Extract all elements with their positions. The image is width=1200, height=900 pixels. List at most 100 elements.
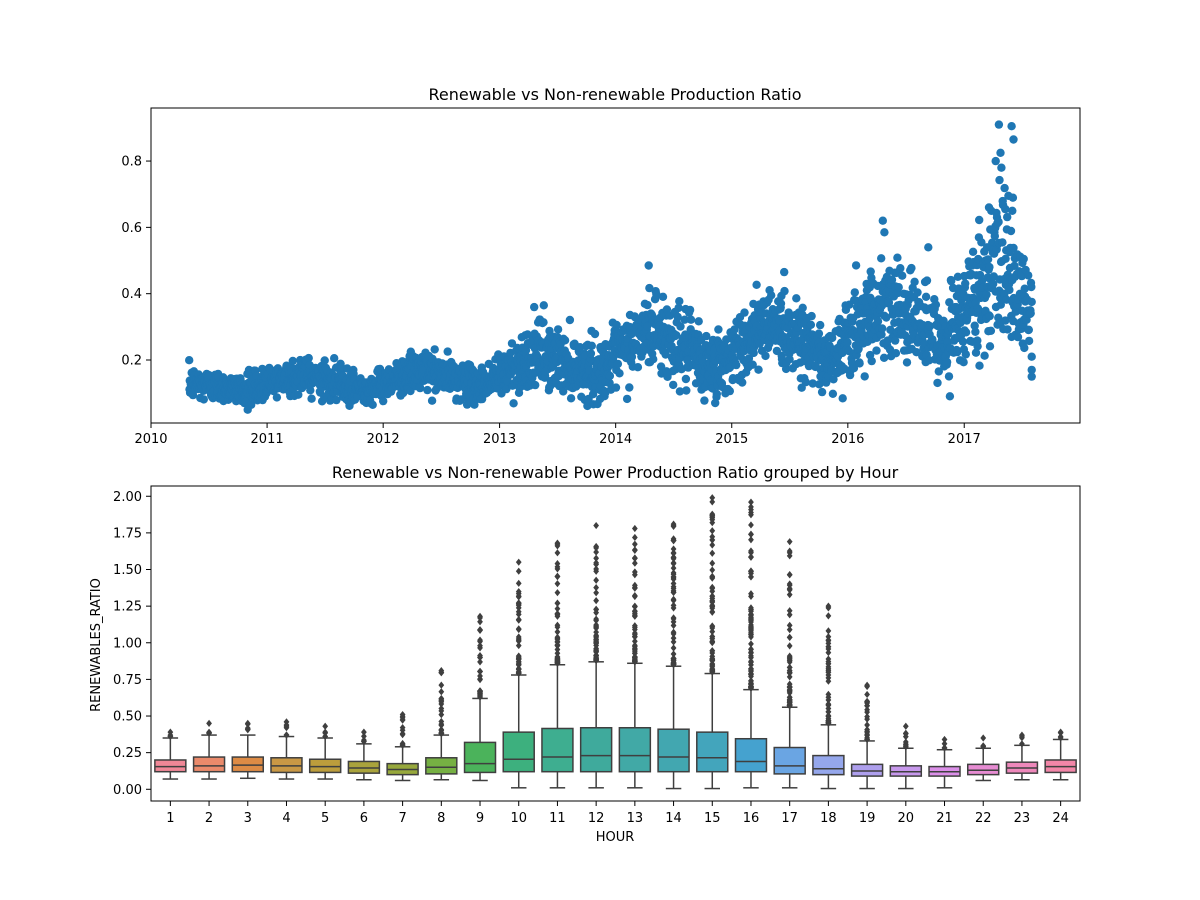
box-outlier: [670, 638, 677, 646]
scatter-point: [761, 351, 770, 361]
scatter-point: [808, 379, 817, 388]
box-hour-13: [618, 524, 652, 789]
box-outlier: [322, 728, 329, 736]
box-outlier: [825, 639, 832, 647]
box-outlier: [825, 700, 832, 708]
box-outlier: [477, 658, 483, 666]
scatter-point: [780, 286, 789, 296]
box-outlier: [709, 527, 716, 535]
scatter-point: [625, 383, 634, 392]
box-outlier: [631, 540, 638, 548]
scatter-point: [644, 261, 653, 270]
scatter-point: [622, 394, 632, 404]
scatter-point: [575, 343, 585, 352]
x-tick-label: 21: [936, 811, 953, 826]
scatter-chart-title: Renewable vs Non-renewable Production Ra…: [429, 85, 802, 104]
box-outlier: [631, 592, 638, 600]
box-outlier: [631, 546, 638, 554]
box-outlier: [477, 618, 483, 626]
x-tick-label: 18: [820, 811, 837, 826]
scatter-point: [877, 254, 886, 263]
scatter-point: [406, 386, 415, 396]
x-tick-label: 17: [781, 811, 798, 826]
box-outlier: [283, 731, 290, 739]
scatter-point: [855, 359, 864, 368]
box-hour-7: [386, 710, 419, 782]
scatter-point: [674, 303, 683, 313]
box-outlier: [554, 549, 561, 557]
scatter-point: [676, 322, 685, 331]
box-outlier: [864, 698, 870, 706]
scatter-point: [997, 163, 1006, 172]
scatter-point: [539, 318, 548, 327]
scatter-point: [872, 346, 881, 355]
box-outlier: [786, 607, 793, 615]
box-outlier: [786, 633, 793, 641]
box-outlier: [670, 615, 677, 623]
scatter-point: [732, 360, 741, 370]
scatter-point: [994, 120, 1004, 129]
box-outlier: [361, 732, 367, 740]
box-body: [541, 727, 574, 773]
scatter-point: [860, 372, 869, 381]
scatter-point: [685, 305, 695, 315]
box-outlier: [670, 522, 677, 530]
box-outlier: [631, 612, 638, 620]
box-outlier: [709, 647, 716, 655]
box-hour-20: [889, 722, 923, 790]
box-outlier: [709, 498, 716, 506]
x-tick-label: 2015: [715, 432, 748, 447]
x-tick-label: 1: [166, 811, 174, 826]
box-outlier: [709, 661, 716, 670]
box-body: [502, 731, 535, 773]
box-outlier: [748, 657, 754, 665]
box-outlier: [786, 626, 793, 634]
scatter-point: [973, 342, 982, 351]
box-outlier: [515, 615, 522, 624]
scatter-point: [675, 387, 685, 396]
box-outlier: [631, 633, 638, 641]
scatter-point: [902, 358, 912, 367]
box-hour-24: [1044, 728, 1077, 781]
box-outlier: [438, 711, 445, 719]
box-outlier: [709, 592, 716, 600]
box-outlier: [786, 621, 793, 629]
box-hour-2: [192, 719, 226, 780]
scatter-point: [672, 331, 681, 340]
box-outlier: [709, 566, 716, 574]
scatter-point: [530, 302, 539, 312]
box-outlier: [786, 673, 793, 681]
box-outlier: [438, 707, 445, 715]
scatter-point: [294, 390, 303, 399]
boxplot-chart: Renewable vs Non-renewable Power Product…: [89, 463, 1081, 845]
box-outlier: [748, 553, 754, 561]
scatter-point: [887, 275, 897, 284]
scatter-point: [661, 350, 670, 359]
box-outlier: [670, 570, 677, 578]
box-outlier: [864, 713, 870, 721]
scatter-point: [829, 375, 838, 384]
scatter-point: [877, 330, 886, 339]
scatter-point: [961, 350, 970, 359]
x-tick-label: 2016: [831, 432, 864, 447]
box-outlier: [1057, 729, 1064, 737]
scatter-point: [1017, 271, 1026, 281]
box-outlier: [709, 583, 716, 591]
box-hour-18: [812, 602, 845, 790]
boxplot-boxes: [154, 494, 1077, 790]
box-outlier: [748, 604, 754, 612]
scatter-point: [1026, 309, 1035, 318]
scatter-point: [850, 288, 859, 297]
box-outlier: [670, 621, 677, 630]
scatter-point: [430, 345, 439, 354]
scatter-point: [961, 279, 970, 288]
scatter-point: [931, 300, 941, 309]
scatter-point: [531, 380, 540, 390]
scatter-point: [866, 267, 875, 276]
box-hour-1: [154, 728, 187, 780]
box-outlier: [554, 589, 561, 597]
box-outlier: [438, 700, 445, 708]
box-outlier: [593, 655, 600, 663]
box-outlier: [631, 533, 638, 542]
scatter-point: [586, 349, 596, 358]
